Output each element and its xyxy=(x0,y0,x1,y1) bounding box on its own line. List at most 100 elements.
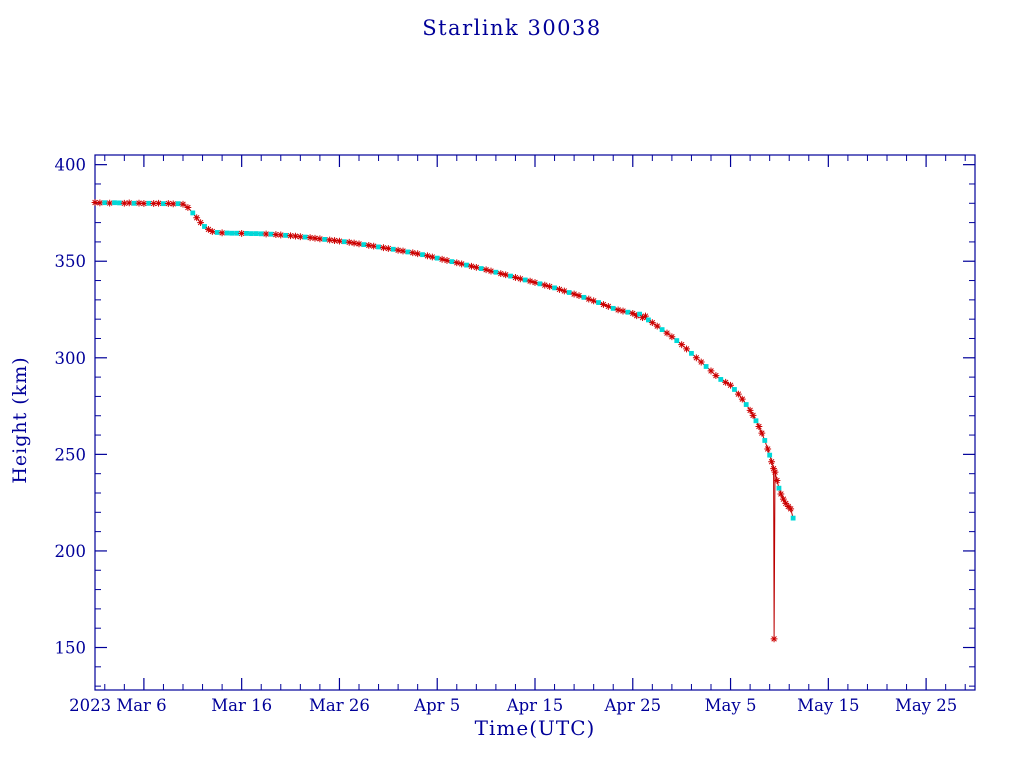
marker-red-asterisk xyxy=(497,270,505,277)
marker-red-asterisk xyxy=(692,354,700,362)
marker-red-asterisk xyxy=(428,253,436,261)
marker-cyan xyxy=(637,311,643,317)
marker-red-asterisk xyxy=(184,204,192,211)
marker-red-asterisk xyxy=(399,247,407,255)
y-tick-label: 250 xyxy=(55,445,87,464)
y-tick-label: 150 xyxy=(55,639,87,658)
marker-red-asterisk xyxy=(438,255,446,263)
marker-red-asterisk xyxy=(355,240,363,248)
marker-red-asterisk xyxy=(316,235,324,243)
marker-red-asterisk xyxy=(135,199,143,207)
marker-cyan xyxy=(596,300,601,305)
marker-red-asterisk xyxy=(125,199,133,207)
marker-red-asterisk xyxy=(277,231,285,239)
marker-red-asterisk xyxy=(590,297,598,305)
marker-cyan xyxy=(229,230,235,236)
marker-cyan xyxy=(646,317,651,323)
marker-cyan xyxy=(420,252,425,258)
marker-red-asterisk xyxy=(218,229,226,237)
marker-red-asterisk xyxy=(96,199,104,207)
marker-red-asterisk xyxy=(516,275,524,283)
marker-red-asterisk xyxy=(770,465,777,473)
marker-red-asterisk xyxy=(262,230,270,238)
x-axis-title: Time(UTC) xyxy=(474,716,596,740)
marker-red-asterisk xyxy=(238,230,246,237)
marker-cyan xyxy=(234,230,240,236)
marker-red-asterisk xyxy=(272,231,280,238)
x-tick-label: Apr 15 xyxy=(506,696,564,715)
x-tick-label: Apr 5 xyxy=(413,696,460,715)
marker-red-asterisk xyxy=(336,237,343,245)
marker-red-asterisk xyxy=(150,200,158,207)
marker-red-asterisk xyxy=(770,635,778,643)
chart-title: Starlink 30038 xyxy=(422,16,602,40)
marker-red-asterisk xyxy=(443,257,451,264)
marker-red-asterisk xyxy=(707,367,715,375)
marker-red-asterisk xyxy=(169,200,177,208)
marker-red-asterisk xyxy=(350,239,358,247)
marker-red-asterisk xyxy=(531,279,539,286)
marker-cyan xyxy=(659,327,665,332)
marker-red-asterisk xyxy=(468,262,475,270)
marker-red-asterisk xyxy=(678,341,686,349)
marker-cyan xyxy=(214,230,220,235)
marker-cyan xyxy=(322,237,328,242)
marker-red-asterisk xyxy=(331,237,338,244)
marker-red-asterisk xyxy=(502,271,510,279)
marker-red-asterisk xyxy=(345,238,353,246)
marker-red-asterisk xyxy=(487,267,495,275)
marker-red-asterisk xyxy=(768,458,776,466)
marker-red-asterisk xyxy=(164,200,172,207)
marker-cyan xyxy=(268,231,274,237)
marker-red-asterisk xyxy=(585,295,593,303)
marker-red-asterisk xyxy=(604,303,612,310)
marker-red-asterisk xyxy=(727,381,734,389)
marker-cyan xyxy=(552,285,557,291)
marker-cyan xyxy=(117,200,122,206)
marker-red-asterisk xyxy=(575,292,583,300)
marker-red-asterisk xyxy=(208,228,216,235)
marker-red-asterisk xyxy=(453,259,461,267)
marker-red-asterisk xyxy=(738,395,746,403)
marker-cyan xyxy=(131,200,137,206)
marker-cyan xyxy=(776,485,782,491)
marker-red-asterisk xyxy=(712,372,720,379)
marker-cyan xyxy=(790,515,796,521)
x-tick-label: Mar 16 xyxy=(211,696,272,715)
marker-cyan xyxy=(464,262,469,268)
marker-red-asterisk xyxy=(771,468,779,476)
marker-red-asterisk xyxy=(287,232,294,240)
marker-red-asterisk xyxy=(380,244,387,252)
marker-cyan xyxy=(244,231,249,236)
marker-red-asterisk xyxy=(541,281,549,289)
marker-red-asterisk xyxy=(296,233,304,241)
marker-cyan xyxy=(175,201,181,207)
y-tick-label: 200 xyxy=(55,542,87,561)
marker-red-asterisk xyxy=(556,286,563,293)
marker-red-asterisk xyxy=(570,290,578,298)
marker-cyan xyxy=(253,231,259,237)
marker-red-asterisk xyxy=(764,445,772,453)
marker-red-asterisk xyxy=(394,246,402,254)
marker-cyan xyxy=(718,377,724,382)
marker-cyan xyxy=(283,232,289,238)
marker-cyan xyxy=(610,305,616,311)
marker-red-asterisk xyxy=(648,319,656,327)
marker-cyan xyxy=(493,269,499,275)
marker-red-asterisk xyxy=(722,378,730,386)
y-tick-label: 300 xyxy=(55,349,87,368)
marker-red-asterisk xyxy=(365,241,373,249)
marker-red-asterisk xyxy=(326,236,334,244)
marker-red-asterisk xyxy=(633,312,641,320)
marker-red-asterisk xyxy=(472,264,480,271)
marker-cyan xyxy=(161,201,166,207)
x-tick-label: May 25 xyxy=(895,696,957,715)
marker-cyan xyxy=(478,266,484,271)
marker-red-asterisk xyxy=(140,200,148,207)
marker-red-asterisk xyxy=(779,495,787,503)
marker-cyan xyxy=(190,210,196,216)
marker-red-asterisk xyxy=(409,249,417,257)
marker-cyan xyxy=(146,200,152,206)
marker-cyan xyxy=(732,387,737,392)
marker-red-asterisk xyxy=(560,287,568,295)
